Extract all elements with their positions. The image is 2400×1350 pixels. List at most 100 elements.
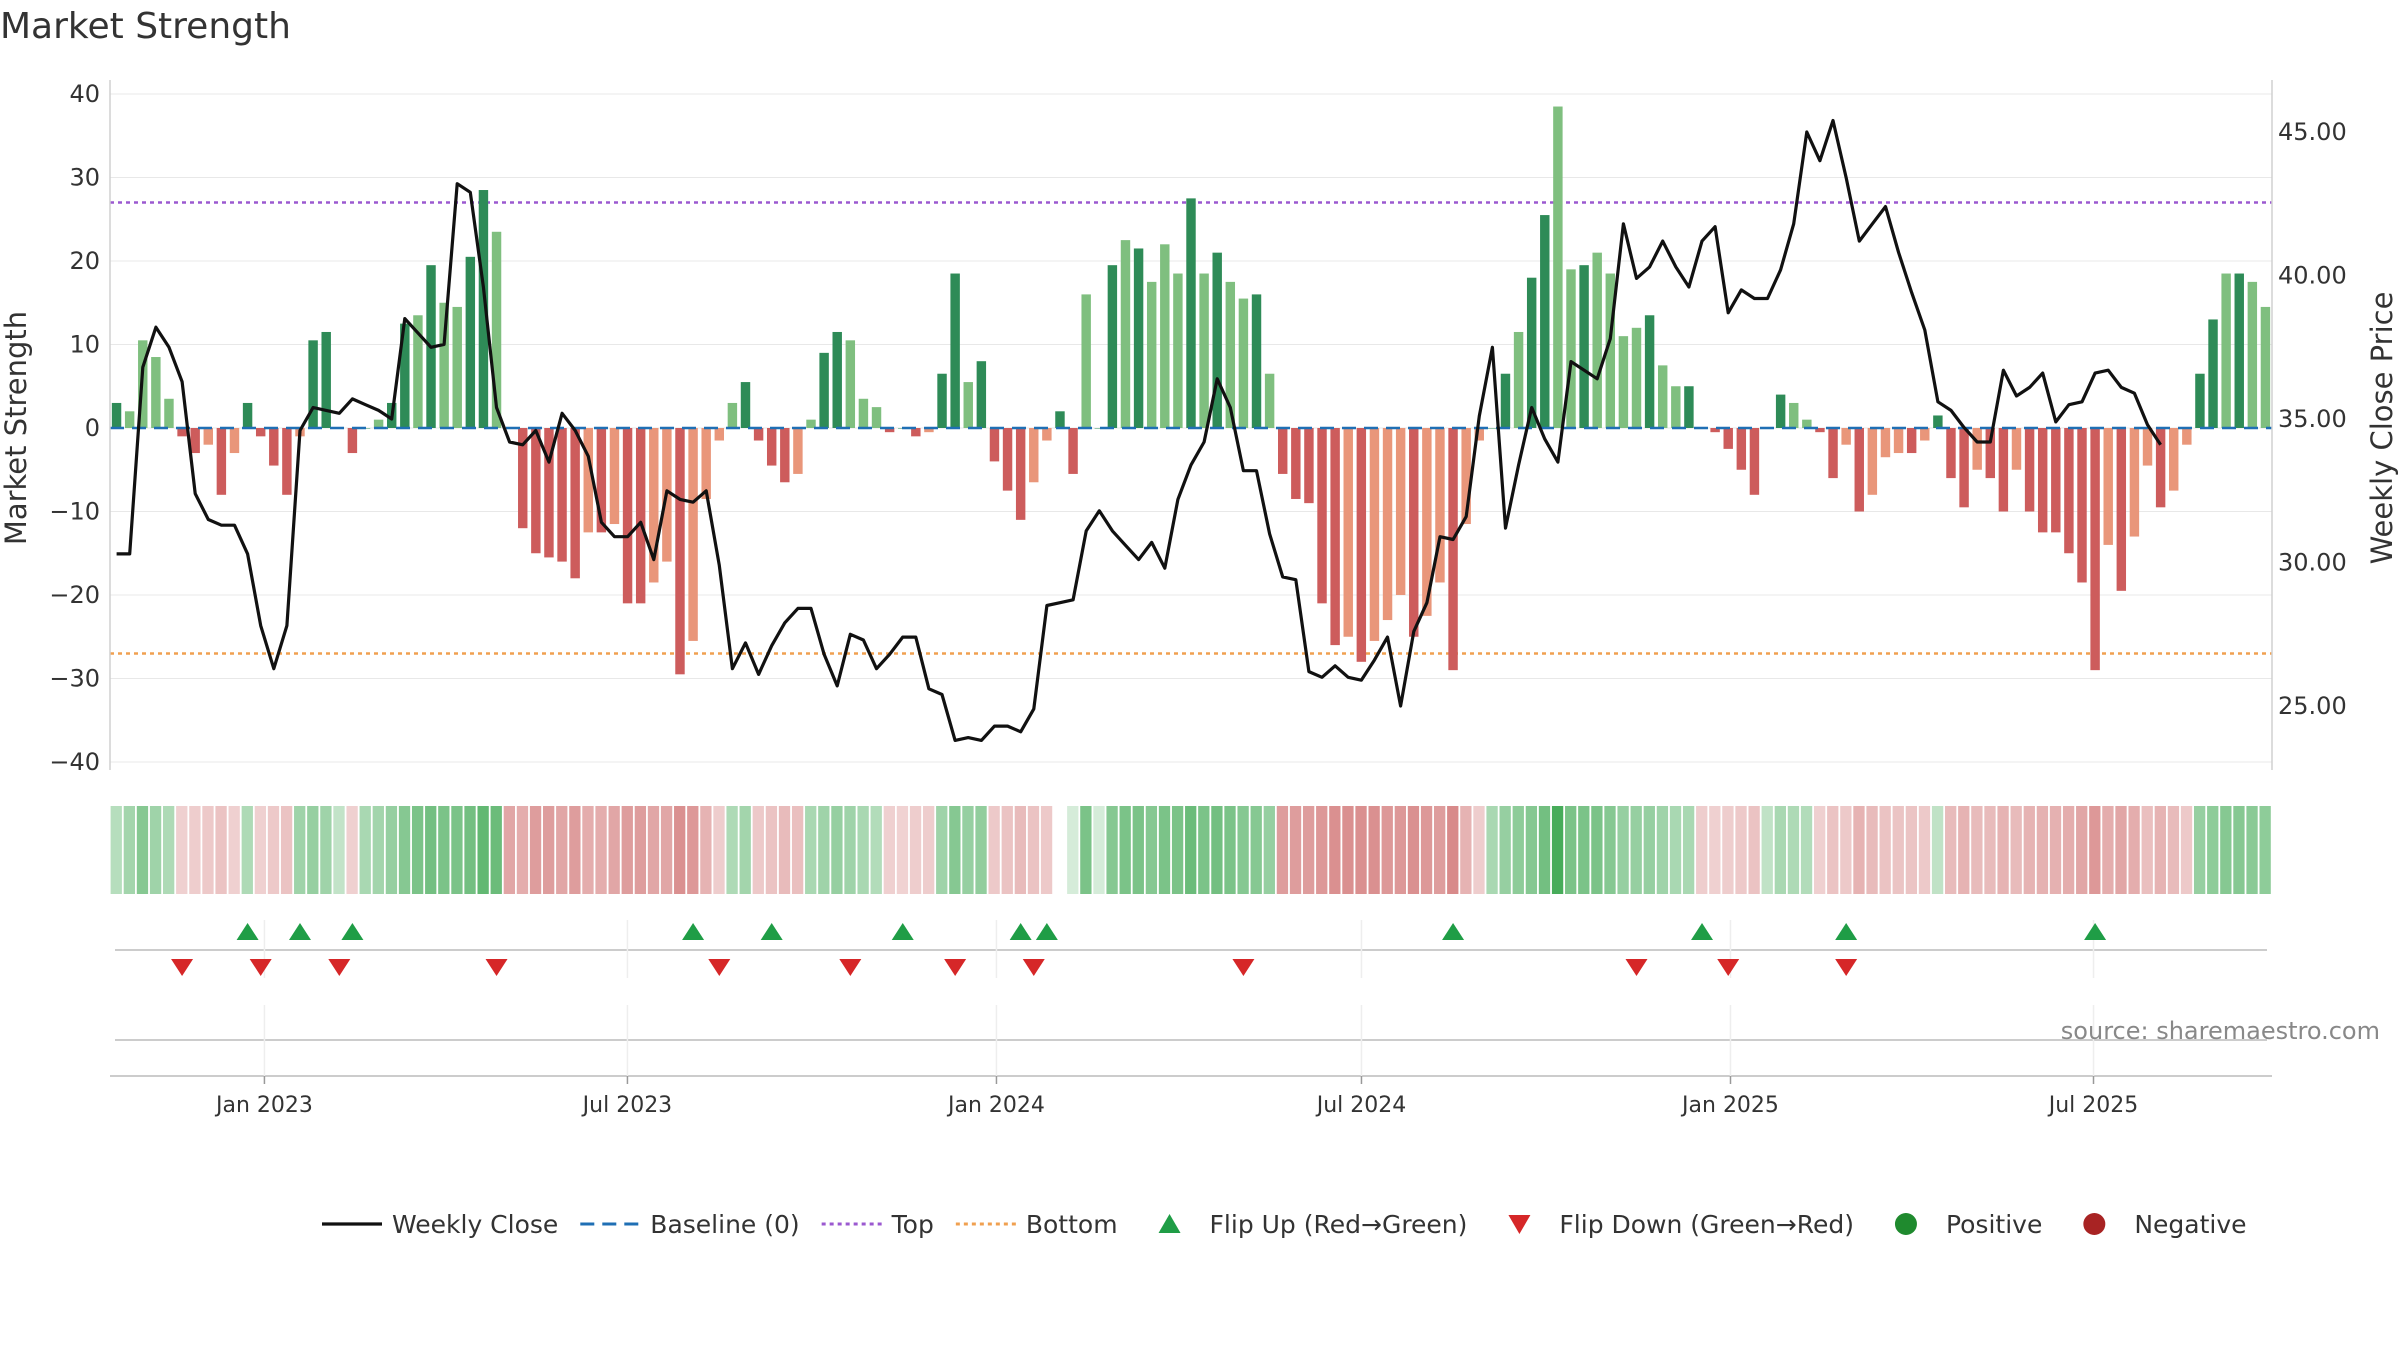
strength-bar (1644, 315, 1655, 428)
band-cell (1499, 806, 1511, 894)
y-left-tick-label: 0 (85, 414, 100, 442)
band-cell (1669, 806, 1682, 894)
strength-bar (609, 428, 620, 525)
y-left-tick-label: −20 (49, 581, 100, 609)
strength-bar (216, 428, 227, 495)
band-cell (2102, 806, 2114, 894)
strength-bar (255, 428, 266, 437)
band-cell (228, 806, 240, 894)
band-cell (674, 806, 686, 894)
strength-bar (190, 428, 200, 454)
strength-bar (1985, 428, 1996, 479)
band-cell (543, 806, 555, 894)
band-cell (2076, 806, 2088, 894)
strength-bar (177, 428, 187, 437)
band-cell (1591, 806, 1603, 894)
y-left-tick-label: −30 (49, 665, 100, 693)
strength-bar (1893, 428, 1904, 454)
band-cell (1093, 806, 1105, 894)
strength-bar (1487, 428, 1498, 429)
strength-bar (1618, 336, 1629, 428)
band-cell (569, 806, 581, 894)
band-cell (752, 806, 764, 894)
strength-bar (531, 428, 541, 554)
band-cell (1473, 806, 1485, 894)
band-cell (949, 806, 961, 894)
band-cell (556, 806, 568, 894)
strength-bar (1002, 428, 1013, 491)
band-cell (267, 806, 280, 894)
strength-bar (151, 357, 161, 428)
strength-bar (1291, 428, 1301, 499)
flip-up-marker (760, 923, 783, 940)
flip-up-marker (288, 923, 311, 940)
strength-bar (1330, 428, 1340, 646)
band-cell (1316, 806, 1328, 894)
strength-bar (793, 428, 803, 474)
band-cell (2023, 806, 2035, 894)
band-cell (1813, 806, 1826, 894)
flip-up-marker (1691, 923, 1714, 940)
y-left-tick-label: 20 (69, 247, 100, 275)
strength-bar (452, 306, 462, 428)
strength-bar (635, 428, 646, 604)
band-cell (1918, 806, 1931, 894)
strength-bar (1736, 428, 1747, 470)
band-cell (621, 806, 633, 894)
band-cell (1394, 806, 1406, 894)
band-cell (857, 806, 869, 894)
strength-bar (950, 273, 960, 428)
y-left-tick-label: −10 (49, 498, 100, 526)
band-cell (320, 806, 332, 894)
strength-bar (321, 331, 331, 428)
band-cell (962, 806, 974, 894)
band-cell (844, 806, 856, 894)
legend-label: Weekly Close (392, 1210, 558, 1239)
band-cell (1460, 806, 1472, 894)
strength-bar (1409, 428, 1419, 637)
band-cell (1198, 806, 1210, 894)
strength-bar (1526, 277, 1537, 428)
band-cell (2180, 806, 2193, 894)
band-cell (254, 806, 267, 894)
strength-bar (976, 361, 987, 428)
band-cell (1132, 806, 1144, 894)
strength-bar (439, 302, 449, 428)
flip-down-marker (249, 959, 272, 976)
strength-bar (1513, 331, 1524, 428)
chart-title: Market Strength (0, 6, 291, 47)
strength-bar (518, 428, 528, 529)
band-cell (1486, 806, 1498, 894)
flip-down-marker (1717, 959, 1740, 976)
x-tick-label: Jul 2025 (2047, 1093, 2139, 1118)
strength-bar (1238, 298, 1249, 428)
band-cell (2233, 806, 2245, 894)
strength-bar (701, 428, 711, 499)
strength-bar (688, 428, 698, 641)
strength-bar (1566, 269, 1576, 428)
band-cell (1879, 806, 1891, 894)
band-cell (1840, 806, 1852, 894)
strength-bar (1251, 294, 1262, 428)
legend-item-1: Baseline (0) (580, 1210, 800, 1239)
legend-dot-icon (2083, 1213, 2106, 1235)
strength-bar (675, 428, 685, 675)
band-cell (1171, 806, 1184, 894)
legend-label: Baseline (0) (650, 1210, 799, 1239)
strength-bar (2234, 273, 2244, 428)
strength-bar (124, 411, 135, 428)
strength-bar (1356, 428, 1367, 662)
strength-bar (111, 402, 122, 428)
flip-up-marker (1835, 923, 1858, 940)
strength-bar (845, 340, 856, 428)
strength-bar (413, 315, 423, 428)
strength-bar (583, 428, 593, 533)
band-cell (1604, 806, 1616, 894)
strength-bar (1972, 428, 1982, 470)
strength-bar (1657, 365, 1668, 428)
color-band-strip (110, 806, 2271, 894)
strength-bar (2195, 373, 2205, 428)
strength-bar (1854, 428, 1864, 512)
flip-down-marker (944, 959, 967, 976)
